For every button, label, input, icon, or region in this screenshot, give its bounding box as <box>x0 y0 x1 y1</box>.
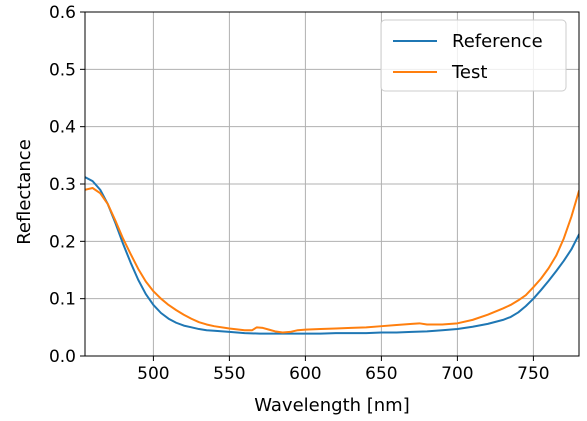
y-tick-label: 0.4 <box>49 118 76 138</box>
y-axis-ticks: 0.0 0.1 0.2 0.3 0.4 0.5 0.6 <box>49 3 85 367</box>
legend: Reference Test <box>380 19 567 92</box>
series-line-test <box>85 187 579 334</box>
x-tick-label: 750 <box>517 364 549 384</box>
y-tick-label: 0.1 <box>49 290 76 310</box>
legend-box <box>380 19 567 92</box>
x-tick-label: 650 <box>365 364 397 384</box>
series-lines <box>85 176 579 335</box>
y-tick-label: 0.5 <box>49 60 76 80</box>
legend-label-test: Test <box>451 62 487 83</box>
y-tick-label: 0.3 <box>49 175 76 195</box>
x-tick-label: 700 <box>441 364 473 384</box>
series-line-reference <box>85 176 579 335</box>
y-tick-label: 0.0 <box>49 347 76 367</box>
x-axis-ticks: 500 550 600 650 700 750 <box>137 356 550 384</box>
x-tick-label: 550 <box>213 364 245 384</box>
x-axis-label: Wavelength [nm] <box>254 395 410 416</box>
y-tick-label: 0.2 <box>49 232 76 252</box>
legend-label-reference: Reference <box>452 31 543 52</box>
y-axis-label: Reflectance <box>14 139 35 245</box>
x-tick-label: 500 <box>137 364 169 384</box>
x-tick-label: 600 <box>289 364 321 384</box>
y-tick-label: 0.6 <box>49 3 76 23</box>
